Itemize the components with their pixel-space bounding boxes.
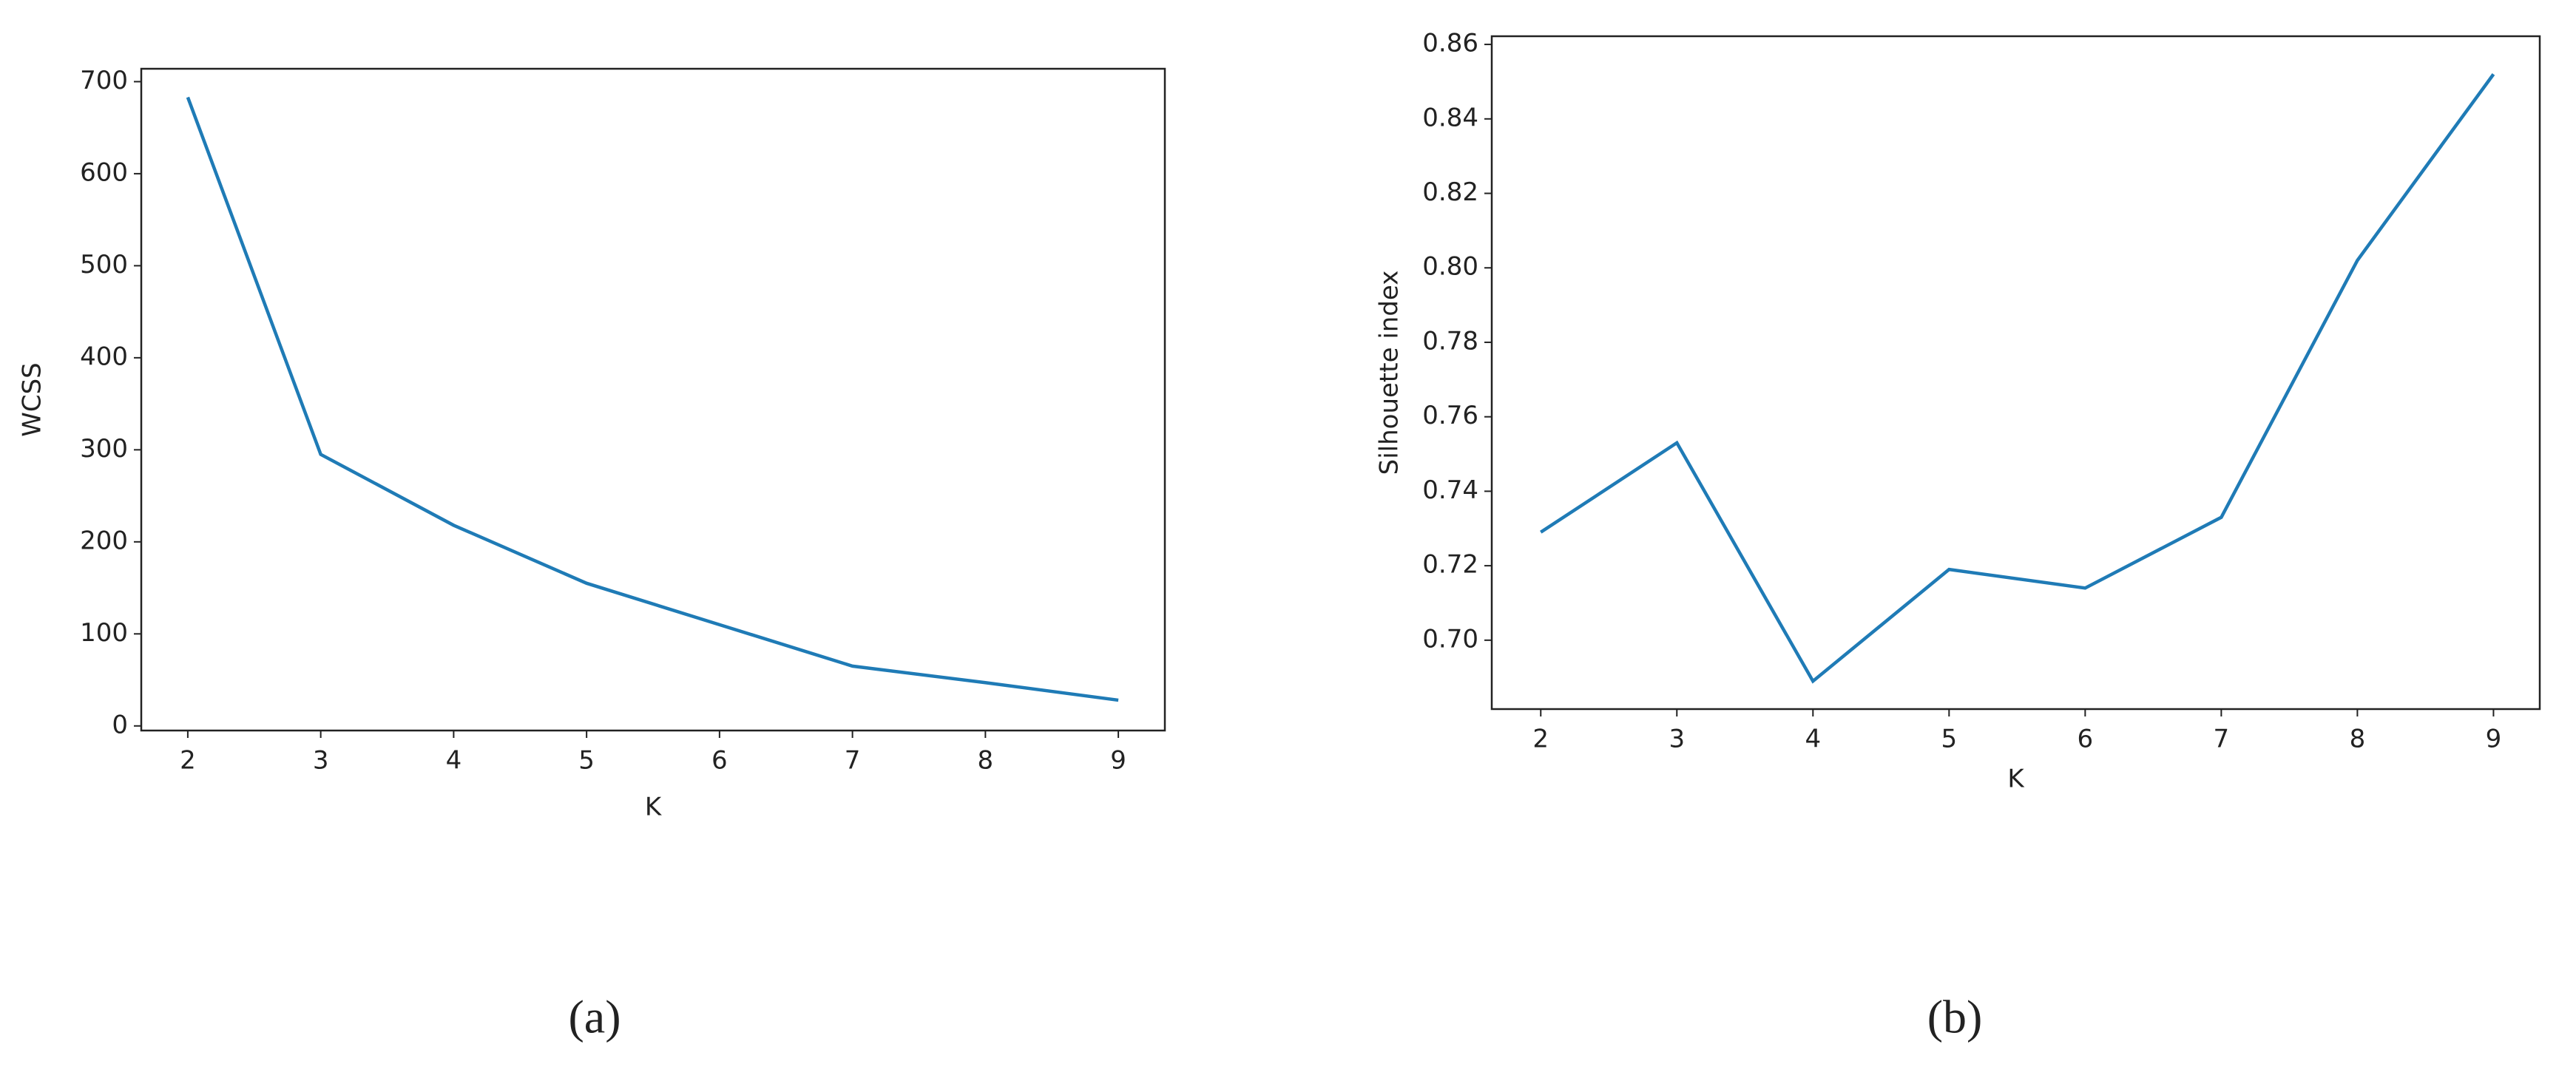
x-tick-label: 9 — [2486, 725, 2502, 754]
x-tick-label: 8 — [2350, 725, 2366, 754]
x-tick-label: 6 — [2078, 725, 2094, 754]
caption: (a) — [568, 991, 621, 1043]
y-tick-label: 0.84 — [1422, 103, 1478, 132]
y-tick-label: 0.78 — [1422, 326, 1478, 356]
y-axis-label: Silhouette index — [1375, 271, 1404, 475]
plot-frame — [1490, 35, 2541, 711]
x-tick-label: 4 — [446, 746, 462, 776]
y-tick-label: 400 — [80, 342, 128, 371]
y-tick-label: 500 — [80, 250, 128, 279]
x-tick-label: 9 — [1110, 746, 1126, 776]
x-tick-label: 7 — [845, 746, 861, 776]
y-tick-label: 0.82 — [1422, 177, 1478, 207]
x-tick-label: 7 — [2214, 725, 2230, 754]
x-axis-label: K — [645, 793, 663, 822]
y-tick-label: 0.86 — [1422, 29, 1478, 58]
y-tick-label: 0.80 — [1422, 252, 1478, 282]
y-tick-label: 0.72 — [1422, 550, 1478, 580]
x-tick-label: 4 — [1805, 725, 1821, 754]
data-line — [1540, 73, 2495, 684]
x-tick-label: 8 — [978, 746, 994, 776]
x-tick-label: 6 — [711, 746, 728, 776]
y-axis-label: WCSS — [18, 362, 47, 437]
plot-frame — [140, 67, 1166, 732]
x-tick-label: 2 — [1532, 725, 1549, 754]
y-tick-label: 300 — [80, 434, 128, 464]
data-line — [186, 96, 1119, 702]
y-tick-label: 100 — [80, 618, 128, 648]
x-tick-label: 3 — [1669, 725, 1685, 754]
y-tick-label: 0 — [112, 710, 128, 739]
x-tick-label: 5 — [578, 746, 595, 776]
y-tick-label: 0.74 — [1422, 475, 1478, 505]
y-tick-label: 0.70 — [1422, 624, 1478, 654]
x-tick-label: 2 — [180, 746, 196, 776]
x-tick-label: 3 — [313, 746, 329, 776]
y-tick-label: 200 — [80, 526, 128, 555]
caption: (b) — [1927, 991, 1983, 1043]
y-tick-label: 0.76 — [1422, 401, 1478, 430]
x-tick-label: 5 — [1941, 725, 1958, 754]
x-axis-label: K — [2007, 765, 2025, 794]
y-tick-label: 700 — [80, 66, 128, 95]
y-tick-label: 600 — [80, 157, 128, 187]
